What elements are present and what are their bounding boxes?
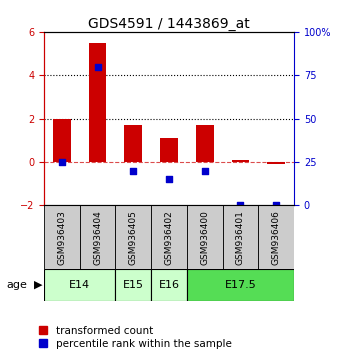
Point	[59, 159, 65, 165]
Point	[238, 202, 243, 208]
Text: E14: E14	[69, 280, 90, 290]
Bar	[80, 205, 115, 269]
Text: GSM936406: GSM936406	[272, 210, 281, 265]
Title: GDS4591 / 1443869_at: GDS4591 / 1443869_at	[88, 17, 250, 31]
Bar	[151, 269, 187, 301]
Bar	[267, 162, 285, 164]
Text: E17.5: E17.5	[224, 280, 256, 290]
Bar	[44, 269, 115, 301]
Bar	[196, 125, 214, 162]
Bar	[160, 138, 178, 162]
Bar	[53, 119, 71, 162]
Text: age: age	[7, 280, 28, 290]
Text: GSM936402: GSM936402	[165, 210, 173, 264]
Point	[95, 64, 100, 69]
Text: E15: E15	[123, 280, 144, 290]
Text: E16: E16	[159, 280, 179, 290]
Text: GSM936400: GSM936400	[200, 210, 209, 265]
Text: GSM936403: GSM936403	[57, 210, 66, 265]
Text: GSM936404: GSM936404	[93, 210, 102, 264]
Text: GSM936405: GSM936405	[129, 210, 138, 265]
Text: GSM936401: GSM936401	[236, 210, 245, 265]
Bar	[151, 205, 187, 269]
Legend: transformed count, percentile rank within the sample: transformed count, percentile rank withi…	[39, 326, 232, 349]
Point	[202, 168, 208, 173]
Point	[130, 168, 136, 173]
Bar	[187, 269, 294, 301]
Bar	[115, 269, 151, 301]
Bar	[187, 205, 223, 269]
Point	[166, 176, 172, 182]
Bar	[115, 205, 151, 269]
Bar	[258, 205, 294, 269]
Bar	[44, 205, 80, 269]
Bar	[223, 205, 258, 269]
Bar	[124, 125, 142, 162]
Bar	[232, 160, 249, 162]
Point	[273, 202, 279, 208]
Text: ▶: ▶	[34, 280, 42, 290]
Bar	[89, 43, 106, 162]
